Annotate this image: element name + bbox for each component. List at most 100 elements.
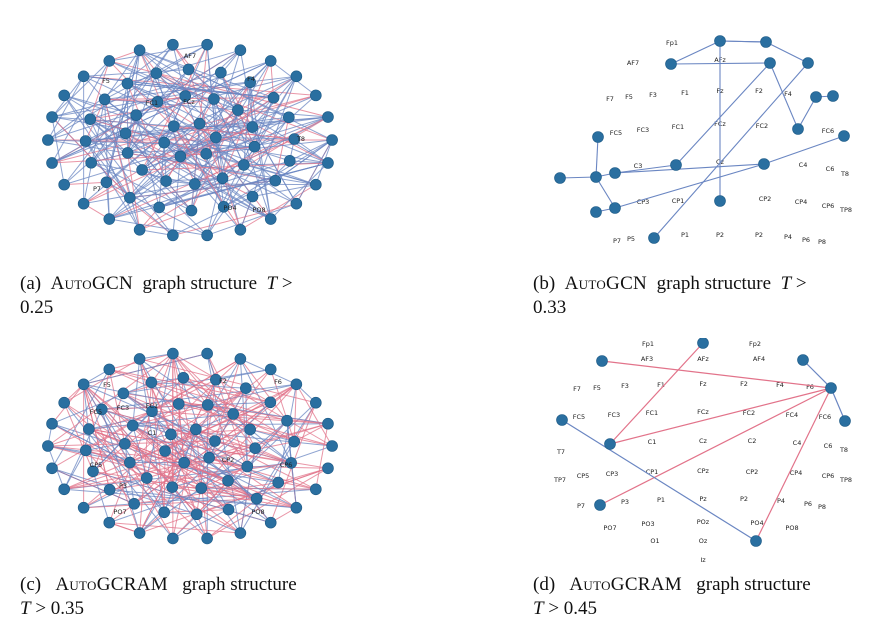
graph-a-node-53 <box>130 109 142 121</box>
graph-c-edge-241 <box>249 429 292 464</box>
graph-a-label-fcz-4: FCz <box>183 98 195 106</box>
graph-a-svg: AF7 F5 F4 FC1 FCz T8 P7 PO4 PO8 <box>42 38 338 242</box>
graph-c-node-64 <box>190 423 202 436</box>
graph-a-edge-212 <box>127 152 141 230</box>
graph-b-label-f1-6: F1 <box>681 89 689 97</box>
graph-a-node-23 <box>290 70 303 83</box>
graph-c-node-44 <box>281 414 293 427</box>
graph-b-node-14 <box>758 158 770 170</box>
graph-a-node-27 <box>269 174 282 187</box>
graph-b-label-f4-9: F4 <box>784 90 792 98</box>
graph-a-node-42 <box>244 76 256 89</box>
graph-c-node-20 <box>201 347 213 360</box>
graph-c-node-1 <box>322 462 334 475</box>
graph-b-edge-8 <box>595 136 599 178</box>
graph-d-label-fc1-15: FC1 <box>646 409 658 417</box>
graph-a-edge-251 <box>180 75 297 157</box>
graph-c-node-40 <box>177 371 190 384</box>
graph-b-label-cp1-22: CP1 <box>672 197 685 205</box>
graph-c-node-11 <box>58 483 70 496</box>
graph-d-edge-5 <box>561 419 757 542</box>
graph-a-edge-187 <box>294 138 329 164</box>
graph-a-node-38 <box>121 77 134 90</box>
graph-a-edge-68 <box>47 76 85 141</box>
graph-d-node-7 <box>839 415 851 427</box>
graph-d-label-cp1-30: CP1 <box>646 468 659 476</box>
graph-c-node-65 <box>209 435 221 447</box>
graph-c-node-48 <box>195 482 208 494</box>
graph-c-label-cp6-9: CP6 <box>280 461 293 469</box>
graph-c-edge-140 <box>92 471 110 523</box>
graph-d-label-p1-38: P1 <box>657 496 665 504</box>
graph-a-node-37 <box>98 93 111 106</box>
graph-c-node-52 <box>119 438 131 450</box>
graph-a-edge-116 <box>252 184 316 197</box>
graph-a-edge-172 <box>180 81 251 157</box>
graph-c-edge-188 <box>239 441 295 534</box>
graph-a-edge-259 <box>158 142 165 208</box>
graph-b-label-cp4-24: CP4 <box>795 198 808 206</box>
graph-a-edge-246 <box>206 139 333 155</box>
graph-a-edge-62 <box>63 95 131 198</box>
panel-b-graph: Fp1AF7AFzF7F5F3F1FzF2F4FC5FC3FC1FCzFC2FC… <box>548 28 858 253</box>
graph-b-edge-2 <box>765 41 809 64</box>
graph-d-label-af4-4: AF4 <box>753 355 765 363</box>
graph-a-edge-95 <box>104 75 297 100</box>
graph-b-label-tp8-26: TP8 <box>839 206 852 214</box>
graph-d-node-8 <box>750 535 762 547</box>
graph-c-node-5 <box>234 527 247 539</box>
graph-b-label-fc5-10: FC5 <box>610 129 622 137</box>
graph-d-label-c6-25: C6 <box>824 442 833 450</box>
graph-a-node-48 <box>188 178 201 190</box>
graph-b-edge-4 <box>769 62 799 130</box>
graph-c-edge-189 <box>293 384 297 442</box>
graph-a-edge-20 <box>125 132 271 220</box>
graph-b-label-p5-28: P5 <box>627 235 635 243</box>
graph-b-node-9 <box>592 131 604 143</box>
graph-d-label-f1-8: F1 <box>657 381 665 389</box>
graph-c-node-26 <box>285 457 297 469</box>
graph-d-node-0 <box>697 338 709 349</box>
graph-b-node-13 <box>670 159 682 171</box>
graph-a-node-20 <box>201 38 213 51</box>
graph-a-edge-263 <box>173 125 241 231</box>
graph-c-node-62 <box>159 445 171 457</box>
graph-c-edge-26 <box>63 402 174 539</box>
graph-c-node-57 <box>227 408 240 420</box>
graph-c-edge-149 <box>88 428 208 539</box>
graph-a-node-45 <box>288 133 301 145</box>
graph-d-label-fz-9: Fz <box>699 380 707 388</box>
graph-c-edge-198 <box>88 428 229 482</box>
graph-d-label-fp1-0: Fp1 <box>642 340 654 348</box>
graph-b-node-6 <box>827 90 839 102</box>
graph-a-node-62 <box>158 136 170 149</box>
graph-c-node-14 <box>46 417 58 430</box>
graph-d-node-1 <box>596 355 608 367</box>
graph-a-node-47 <box>216 172 229 185</box>
graph-c-edge-204 <box>172 353 202 489</box>
graph-b-label-p8-34: P8 <box>818 238 826 246</box>
graph-b-edge-6 <box>797 96 817 130</box>
graph-c-edge-238 <box>233 413 329 425</box>
graph-a-node-63 <box>167 120 180 132</box>
graph-c-edge-88 <box>195 368 272 430</box>
graph-d-label-cp6-34: CP6 <box>822 472 835 480</box>
graph-c-label-po7-11: PO7 <box>113 508 126 516</box>
graph-c-edge-258 <box>139 358 172 435</box>
graph-d-node-5 <box>604 438 616 450</box>
graph-c-edge-142 <box>92 393 124 472</box>
graph-b-edge-13 <box>595 176 616 209</box>
graph-a-edge-272 <box>157 101 217 138</box>
graph-b-node-17 <box>648 232 660 244</box>
graph-c-node-50 <box>140 472 153 484</box>
graph-a-edge-200 <box>194 116 329 185</box>
graph-c-svg: F5 F2 F6 FC3 FC5 FC1 C1 CP5 CP2 CP6 P3 PO7 PO8 <box>42 347 338 545</box>
graph-c-edge-256 <box>164 450 173 488</box>
graph-b-label-p6-33: P6 <box>802 236 810 244</box>
graph-a-edge-196 <box>158 177 223 208</box>
graph-a-edge-223 <box>104 98 158 103</box>
graph-a-node-35 <box>79 135 92 147</box>
graph-b-label-f5-4: F5 <box>625 93 633 101</box>
graph-c-node-21 <box>234 353 247 365</box>
graph-d-edge-3 <box>599 387 832 506</box>
